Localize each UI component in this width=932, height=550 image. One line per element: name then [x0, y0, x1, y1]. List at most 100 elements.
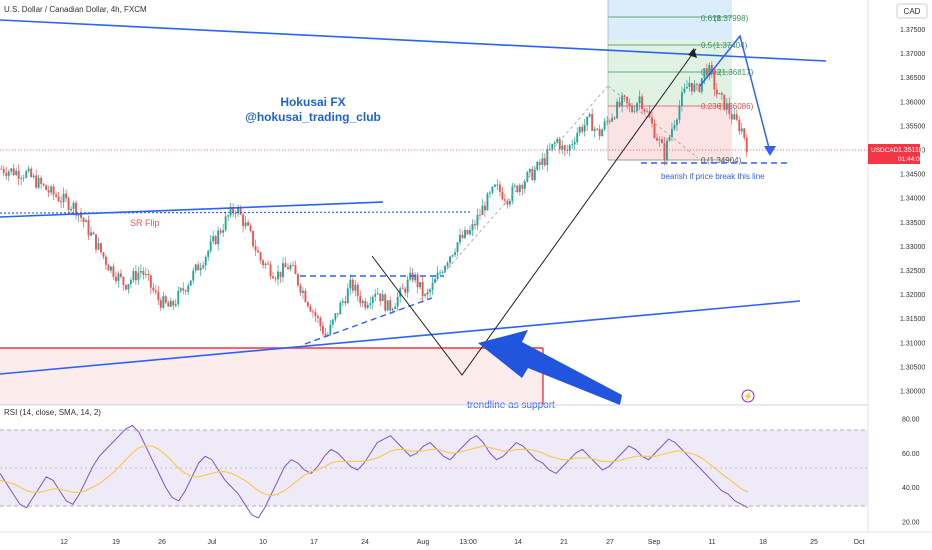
candle-body	[493, 184, 496, 187]
lightning-icon[interactable]	[741, 389, 755, 403]
price-axis[interactable]: 1.375001.370001.365001.360001.355001.350…	[900, 27, 925, 396]
candle-body	[62, 193, 65, 203]
candle-body	[212, 236, 215, 242]
candle-body	[651, 117, 653, 124]
price-tick-label: 1.37500	[900, 27, 925, 34]
candle-body	[508, 200, 511, 205]
price-tick-label: 1.36000	[900, 99, 925, 106]
candle-body	[92, 232, 95, 235]
consolidation-bottom-line[interactable]	[304, 297, 433, 345]
candle-body	[47, 190, 50, 193]
candle-body	[695, 84, 698, 86]
candle-body	[631, 106, 634, 112]
candle-body	[192, 270, 195, 281]
candle-body	[147, 273, 150, 276]
candle-body	[479, 214, 481, 216]
candle-body	[434, 279, 437, 283]
candle-body	[274, 278, 277, 280]
candle-body	[723, 94, 726, 110]
bearish-projection[interactable]	[699, 34, 771, 153]
support-trendline[interactable]	[0, 300, 801, 375]
time-tick-label: Aug	[417, 539, 430, 546]
time-axis-bg	[0, 532, 932, 550]
candle-body	[735, 114, 738, 120]
candle-body	[563, 145, 566, 151]
fib-price-2: (1.36817)	[719, 68, 754, 77]
candle-body	[636, 103, 638, 112]
candle-body	[396, 296, 399, 307]
candle-body	[588, 114, 591, 117]
candle-body	[5, 172, 8, 176]
candle-body	[269, 264, 272, 277]
currency-box[interactable]	[896, 3, 928, 19]
candle-body	[102, 252, 105, 257]
candle-body	[491, 186, 494, 193]
candle-body	[40, 177, 43, 184]
rsi-line	[0, 424, 749, 519]
candle-body	[371, 296, 374, 304]
price-tick-label: 1.30000	[900, 389, 925, 396]
price-tick-label: 1.31000	[900, 340, 925, 347]
last-price-symbol: USDCAD	[871, 147, 899, 154]
candle-body	[252, 230, 255, 247]
rsi-tick-label: 40.00	[902, 485, 920, 492]
candle-body	[553, 142, 556, 144]
candle-body	[244, 222, 247, 227]
candle-body	[469, 230, 471, 235]
candle-body	[12, 168, 15, 176]
channel-dashed-upper	[607, 85, 699, 159]
candle-body	[247, 222, 250, 226]
candle-body	[214, 236, 217, 245]
candle-body	[673, 125, 676, 129]
candle-body	[389, 300, 392, 311]
candle-body	[10, 168, 13, 172]
candle-body	[164, 296, 167, 303]
price-tick-label: 1.36500	[900, 75, 925, 82]
candle-body	[117, 273, 120, 282]
candle-body	[334, 313, 337, 320]
candle-body	[204, 256, 207, 266]
candle-body	[528, 168, 531, 173]
candle-body	[219, 230, 222, 233]
candle-body	[90, 232, 92, 236]
candle-body	[685, 86, 688, 89]
candle-body	[177, 290, 180, 305]
projection-zigzag[interactable]	[371, 48, 697, 376]
candle-body	[618, 101, 621, 106]
candle-body	[486, 193, 489, 211]
candle-body	[361, 301, 364, 304]
symbol-title: U.S. Dollar / Canadian Dollar, 4h, FXCM	[4, 5, 147, 14]
candle-body	[653, 123, 656, 138]
candle-body	[675, 119, 678, 126]
candle-body	[374, 293, 377, 297]
mid-trendline[interactable]	[0, 201, 384, 218]
candle-body	[523, 181, 526, 189]
candle-body	[207, 250, 210, 257]
price-tick-label: 1.33500	[900, 220, 925, 227]
candle-body	[267, 263, 269, 265]
candle-body	[277, 271, 279, 280]
candle-body	[703, 68, 706, 79]
candle-body	[381, 294, 384, 302]
candle-body	[705, 68, 708, 76]
candle-body	[643, 109, 646, 112]
candle-body	[628, 103, 631, 107]
time-axis[interactable]: 12 19 26 Jul 10 17 24 Aug 13:00 14 21 27 Sep 11 18 25 Oc…	[60, 539, 864, 546]
watermark-line1: Hokusai FX	[280, 95, 345, 109]
candle-body	[124, 284, 127, 290]
candle-body	[379, 293, 382, 302]
candle-body	[30, 168, 33, 177]
time-tick-label: 12	[60, 539, 68, 546]
candle-body	[282, 263, 284, 278]
candle-body	[623, 95, 626, 97]
upper-trendline[interactable]	[0, 19, 827, 62]
candle-body	[174, 304, 177, 306]
candle-body	[306, 302, 309, 307]
candle-body	[384, 294, 387, 311]
candle-body	[421, 281, 424, 297]
candle-body	[229, 206, 232, 216]
candle-body	[157, 291, 160, 301]
candle-body	[566, 150, 569, 151]
candle-body	[603, 121, 606, 130]
